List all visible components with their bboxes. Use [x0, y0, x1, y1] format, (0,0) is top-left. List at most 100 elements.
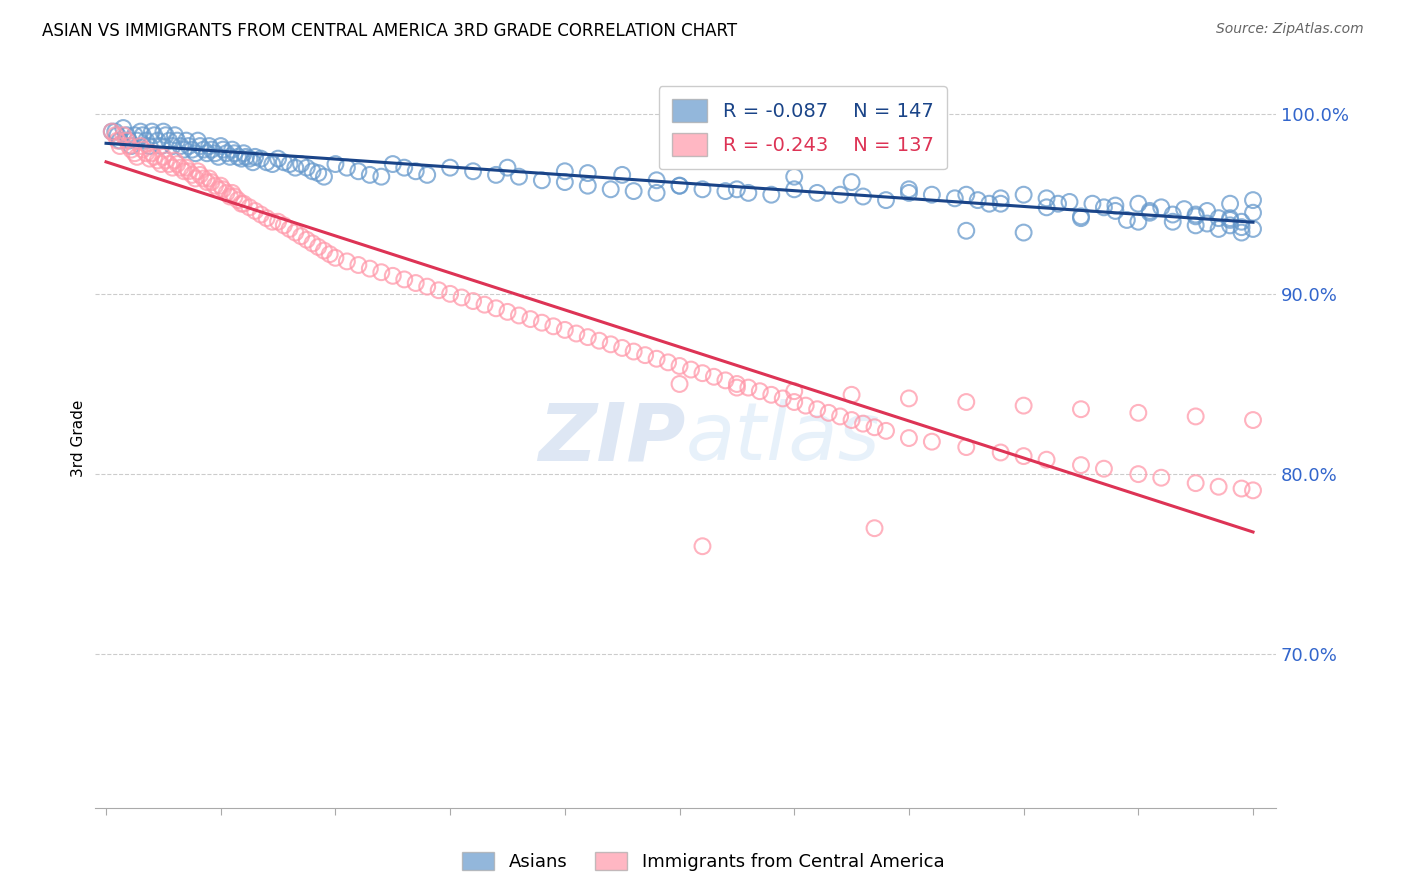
- Point: [169, 161, 191, 175]
- Point: [181, 168, 204, 182]
- Point: [290, 157, 312, 171]
- Point: [692, 539, 714, 553]
- Point: [125, 150, 148, 164]
- Point: [219, 189, 242, 203]
- Point: [599, 182, 621, 196]
- Point: [508, 169, 530, 184]
- Point: [1197, 217, 1219, 231]
- Point: [169, 139, 191, 153]
- Point: [112, 121, 135, 136]
- Point: [1150, 200, 1173, 214]
- Point: [496, 161, 519, 175]
- Point: [152, 150, 174, 164]
- Point: [162, 161, 184, 175]
- Point: [783, 395, 806, 409]
- Point: [301, 236, 323, 251]
- Point: [668, 376, 690, 391]
- Point: [1241, 205, 1264, 219]
- Point: [1139, 203, 1161, 218]
- Point: [623, 344, 645, 359]
- Point: [325, 251, 347, 265]
- Point: [955, 395, 977, 409]
- Point: [124, 128, 146, 143]
- Point: [1230, 220, 1253, 235]
- Point: [209, 178, 232, 193]
- Point: [405, 164, 427, 178]
- Point: [725, 381, 748, 395]
- Point: [394, 272, 416, 286]
- Point: [176, 134, 198, 148]
- Point: [1208, 211, 1230, 226]
- Point: [238, 152, 260, 166]
- Point: [107, 134, 129, 148]
- Point: [232, 196, 254, 211]
- Point: [955, 187, 977, 202]
- Point: [146, 153, 169, 168]
- Legend: Asians, Immigrants from Central America: Asians, Immigrants from Central America: [454, 845, 952, 879]
- Point: [1070, 211, 1092, 226]
- Point: [198, 171, 221, 186]
- Point: [150, 157, 173, 171]
- Point: [284, 226, 307, 240]
- Point: [138, 139, 160, 153]
- Point: [634, 348, 657, 362]
- Point: [370, 169, 392, 184]
- Point: [301, 164, 323, 178]
- Point: [668, 178, 690, 193]
- Point: [150, 139, 173, 153]
- Point: [200, 175, 222, 189]
- Point: [132, 128, 155, 143]
- Point: [307, 166, 329, 180]
- Point: [921, 187, 943, 202]
- Point: [141, 125, 163, 139]
- Point: [242, 155, 264, 169]
- Point: [347, 258, 370, 272]
- Point: [863, 420, 886, 434]
- Point: [439, 161, 461, 175]
- Point: [115, 128, 138, 143]
- Point: [1219, 196, 1241, 211]
- Point: [108, 134, 131, 148]
- Point: [1035, 200, 1057, 214]
- Point: [1197, 203, 1219, 218]
- Point: [212, 182, 235, 196]
- Point: [897, 182, 920, 196]
- Point: [184, 146, 207, 161]
- Point: [187, 164, 209, 178]
- Point: [783, 169, 806, 184]
- Point: [461, 164, 484, 178]
- Point: [794, 399, 817, 413]
- Point: [200, 143, 222, 157]
- Point: [714, 184, 737, 198]
- Point: [576, 178, 599, 193]
- Point: [231, 152, 253, 166]
- Point: [1219, 211, 1241, 226]
- Point: [104, 128, 127, 143]
- Point: [394, 161, 416, 175]
- Point: [668, 359, 690, 373]
- Point: [1092, 200, 1115, 214]
- Point: [184, 171, 207, 186]
- Point: [278, 222, 301, 236]
- Point: [725, 376, 748, 391]
- Point: [221, 143, 243, 157]
- Point: [1241, 222, 1264, 236]
- Point: [1184, 476, 1206, 491]
- Point: [1150, 471, 1173, 485]
- Point: [1208, 222, 1230, 236]
- Point: [250, 208, 273, 222]
- Point: [101, 125, 124, 139]
- Point: [141, 146, 163, 161]
- Point: [381, 268, 404, 283]
- Point: [692, 366, 714, 380]
- Point: [612, 168, 634, 182]
- Point: [1184, 409, 1206, 424]
- Point: [336, 161, 359, 175]
- Point: [135, 134, 157, 148]
- Point: [243, 150, 266, 164]
- Point: [783, 384, 806, 399]
- Point: [138, 152, 160, 166]
- Point: [284, 161, 307, 175]
- Point: [852, 417, 875, 431]
- Text: atlas: atlas: [685, 399, 880, 477]
